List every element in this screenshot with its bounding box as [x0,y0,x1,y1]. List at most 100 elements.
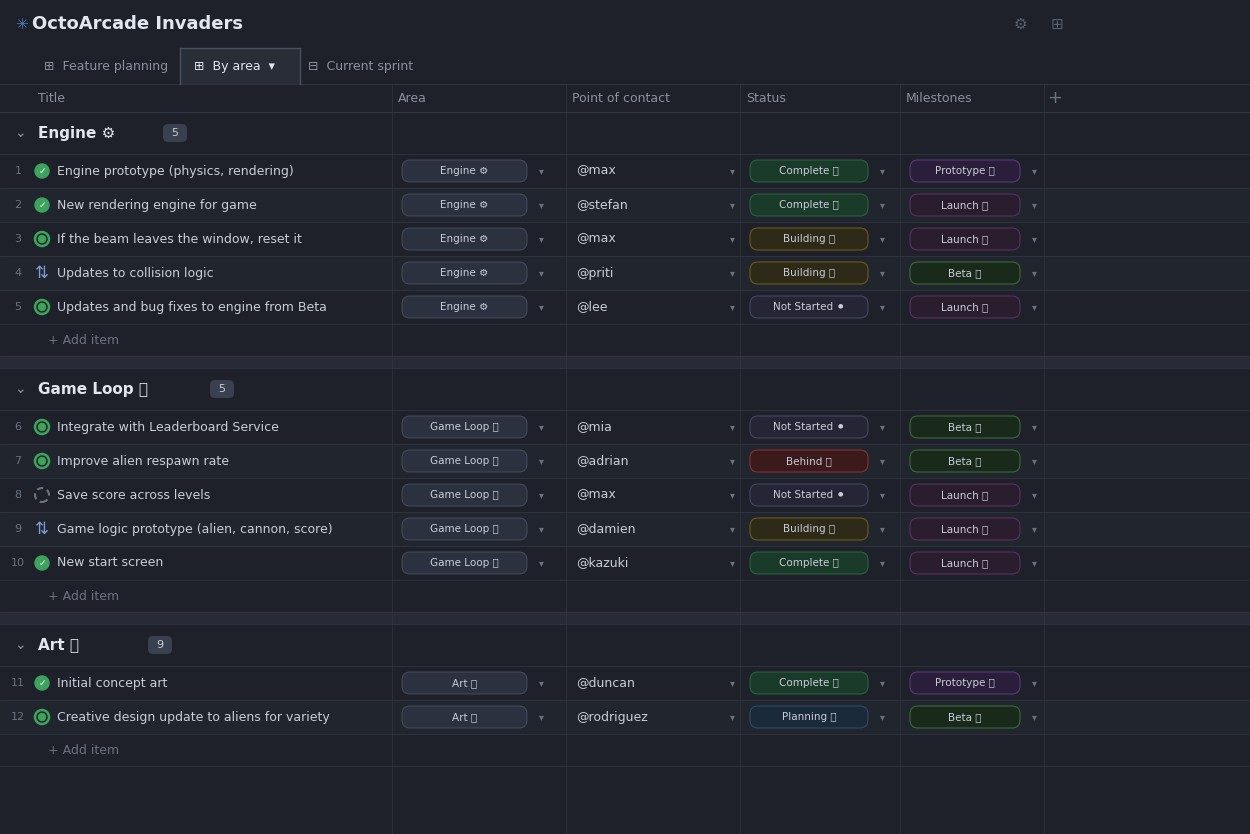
Bar [0,222,1250,256]
Bar [0,624,1250,666]
Text: ⇅: ⇅ [35,520,49,538]
Text: ▾: ▾ [1031,302,1036,312]
FancyBboxPatch shape [910,416,1020,438]
Text: Game Loop 📈: Game Loop 📈 [430,456,499,466]
Text: ▾: ▾ [1031,490,1036,500]
Text: Art 🌈: Art 🌈 [452,678,478,688]
Circle shape [35,710,49,724]
Text: 4: 4 [15,268,21,278]
Bar [0,580,1250,612]
Text: ▾: ▾ [1031,524,1036,534]
Text: Complete ✅: Complete ✅ [779,678,839,688]
Text: Engine ⚙: Engine ⚙ [440,234,489,244]
Text: ▾: ▾ [539,490,544,500]
FancyBboxPatch shape [402,160,528,182]
FancyBboxPatch shape [910,552,1020,574]
Text: Art 🌈: Art 🌈 [38,637,79,652]
Text: If the beam leaves the window, reset it: If the beam leaves the window, reset it [58,233,302,245]
Text: ▾: ▾ [880,200,885,210]
Text: 2: 2 [15,200,21,210]
Text: Engine ⚙: Engine ⚙ [440,268,489,278]
Text: @duncan: @duncan [576,676,635,690]
Bar [0,478,1250,512]
FancyBboxPatch shape [750,160,868,182]
Bar [0,188,1250,222]
Text: ⌄: ⌄ [14,382,26,396]
Text: ✓: ✓ [39,559,46,567]
Text: Not Started ⚫: Not Started ⚫ [772,422,845,432]
Text: + Add item: + Add item [48,334,119,346]
Text: ▾: ▾ [730,302,735,312]
Text: ▾: ▾ [880,524,885,534]
Circle shape [35,198,49,212]
Text: ▾: ▾ [539,200,544,210]
FancyBboxPatch shape [402,194,528,216]
Bar [0,734,1250,766]
Text: @kazuki: @kazuki [576,556,629,570]
Bar [0,546,1250,580]
Text: Engine prototype (physics, rendering): Engine prototype (physics, rendering) [58,164,294,178]
Bar [0,290,1250,324]
Text: 5: 5 [219,384,225,394]
Text: ▾: ▾ [539,268,544,278]
Text: ▾: ▾ [539,234,544,244]
Text: ▾: ▾ [539,678,544,688]
Text: @adrian: @adrian [576,455,629,468]
FancyBboxPatch shape [402,706,528,728]
Text: ▾: ▾ [730,422,735,432]
Text: ▾: ▾ [880,558,885,568]
Text: Prototype 🚀: Prototype 🚀 [935,678,995,688]
Circle shape [35,164,49,178]
FancyBboxPatch shape [910,228,1020,250]
Text: Beta 🌿: Beta 🌿 [949,422,981,432]
Text: ▾: ▾ [880,302,885,312]
Circle shape [39,458,45,465]
Text: ✓: ✓ [39,167,46,175]
Text: ▾: ▾ [880,678,885,688]
Circle shape [35,300,49,314]
FancyBboxPatch shape [402,450,528,472]
FancyBboxPatch shape [910,484,1020,506]
Text: ▾: ▾ [730,524,735,534]
Text: + Add item: + Add item [48,743,119,756]
FancyBboxPatch shape [910,296,1020,318]
Text: Launch 🚀: Launch 🚀 [941,302,989,312]
FancyBboxPatch shape [750,484,868,506]
FancyBboxPatch shape [750,706,868,728]
Text: Game Loop 📈: Game Loop 📈 [430,422,499,432]
Text: 3: 3 [15,234,21,244]
FancyBboxPatch shape [402,262,528,284]
Text: + Add item: + Add item [48,590,119,602]
Text: @max: @max [576,164,616,178]
Bar [0,112,1250,154]
Text: Prototype 🚀: Prototype 🚀 [935,166,995,176]
Text: Complete ✅: Complete ✅ [779,200,839,210]
Bar [0,444,1250,478]
Text: ▾: ▾ [1031,234,1036,244]
Text: ✓: ✓ [39,679,46,687]
Text: @max: @max [576,233,616,245]
Text: ▾: ▾ [1031,268,1036,278]
Circle shape [35,420,49,434]
Bar [0,154,1250,188]
FancyBboxPatch shape [402,672,528,694]
Text: Area: Area [398,92,428,104]
Text: ⊞  By area  ▾: ⊞ By area ▾ [194,59,275,73]
FancyBboxPatch shape [402,484,528,506]
Bar [0,700,1250,734]
Text: ▾: ▾ [880,166,885,176]
Text: ▾: ▾ [1031,712,1036,722]
Text: ▾: ▾ [539,166,544,176]
Text: ✳: ✳ [15,17,28,32]
Text: Building 🏗: Building 🏗 [782,268,835,278]
Text: ✓: ✓ [39,200,46,209]
Text: ▾: ▾ [539,456,544,466]
FancyBboxPatch shape [402,416,528,438]
Text: ⊟  Current sprint: ⊟ Current sprint [308,59,412,73]
Text: ▾: ▾ [880,712,885,722]
FancyBboxPatch shape [910,160,1020,182]
FancyBboxPatch shape [750,518,868,540]
Text: 8: 8 [15,490,21,500]
FancyBboxPatch shape [402,518,528,540]
Text: Beta 🌿: Beta 🌿 [949,712,981,722]
